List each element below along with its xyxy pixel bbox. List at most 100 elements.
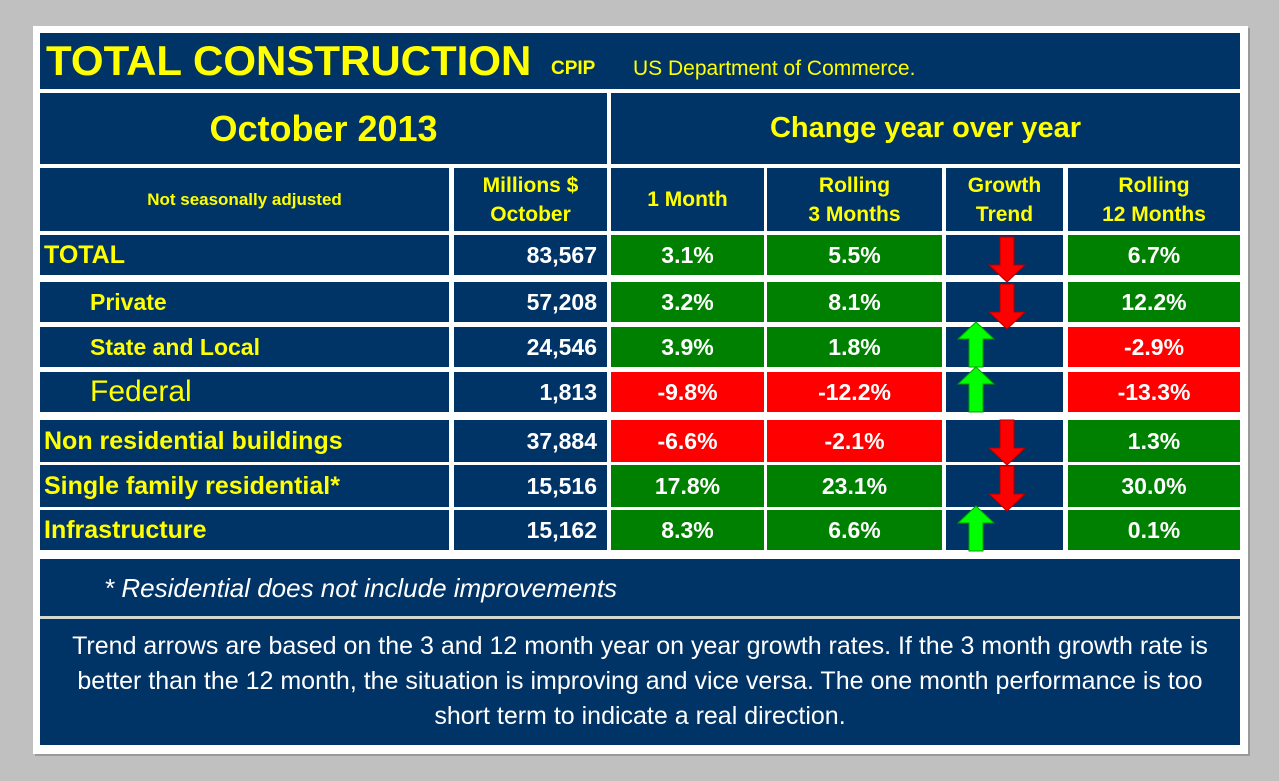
row-millions-value: 15,162 xyxy=(526,516,597,543)
row-label: Non residential buildings xyxy=(40,420,449,462)
explanation-box: Trend arrows are based on the 3 and 12 m… xyxy=(40,619,1240,745)
period-label: October 2013 xyxy=(209,107,438,149)
row-label-text: State and Local xyxy=(90,333,260,360)
row-1-month: -9.8% xyxy=(611,372,764,412)
footnote-text: * Residential does not include improveme… xyxy=(104,573,618,603)
row-label: TOTAL xyxy=(40,235,449,275)
row-millions-value: 37,884 xyxy=(526,427,597,454)
row-rolling-3-value: -12.2% xyxy=(818,378,891,405)
row-rolling-3: -2.1% xyxy=(767,420,942,462)
col-header-rolling-3: Rolling 3 Months xyxy=(767,168,942,231)
row-rolling-3-value: 5.5% xyxy=(828,241,881,268)
row-rolling-12: 0.1% xyxy=(1068,510,1240,550)
row-rolling-12-value: -13.3% xyxy=(1117,378,1191,405)
row-label-text: Infrastructure xyxy=(44,515,207,544)
col-header-rolling-3-line1: Rolling xyxy=(818,173,891,197)
row-rolling-12-value: 1.3% xyxy=(1127,427,1181,454)
trend-down-arrow-icon xyxy=(987,283,1027,330)
col-header-millions-line2: October xyxy=(490,202,571,226)
row-rolling-12: -13.3% xyxy=(1068,372,1240,412)
row-1-month: 3.9% xyxy=(611,327,764,367)
col-header-rolling-12-line2: 12 Months xyxy=(1102,202,1206,226)
row-rolling-12-value: 6.7% xyxy=(1127,241,1181,268)
row-millions: 57,208 xyxy=(454,282,607,322)
report-tag: CPIP xyxy=(551,58,596,79)
report-title: TOTAL CONSTRUCTION xyxy=(46,37,532,84)
row-rolling-3-value: -2.1% xyxy=(824,427,885,454)
col-header-rolling-12: Rolling 12 Months xyxy=(1068,168,1240,231)
row-rolling-12-value: -2.9% xyxy=(1123,333,1185,360)
row-millions-value: 57,208 xyxy=(526,288,597,315)
row-label: Private xyxy=(40,282,449,322)
trend-down-arrow-icon xyxy=(987,236,1027,283)
divider xyxy=(40,616,1240,619)
col-header-rolling-3-line2: 3 Months xyxy=(808,202,901,226)
row-rolling-12-value: 30.0% xyxy=(1121,472,1187,499)
row-1-month: -6.6% xyxy=(611,420,764,462)
row-1-month-value: 3.9% xyxy=(661,333,714,360)
change-header: Change year over year xyxy=(611,93,1240,164)
row-1-month-value: 3.2% xyxy=(661,288,714,315)
row-rolling-12: 30.0% xyxy=(1068,465,1240,507)
row-1-month: 17.8% xyxy=(611,465,764,507)
row-rolling-3: 8.1% xyxy=(767,282,942,322)
row-rolling-12: 6.7% xyxy=(1068,235,1240,275)
footnote-box: * Residential does not include improveme… xyxy=(40,559,1240,616)
row-millions: 24,546 xyxy=(454,327,607,367)
row-rolling-12-value: 0.1% xyxy=(1127,516,1181,543)
explanation-text: Trend arrows are based on the 3 and 12 m… xyxy=(72,632,1208,730)
row-1-month-value: 8.3% xyxy=(661,516,714,543)
col-header-note-label: Not seasonally adjusted xyxy=(147,189,342,209)
col-header-millions: Millions $ October xyxy=(454,168,607,231)
row-rolling-12-value: 12.2% xyxy=(1121,288,1187,315)
row-label-text: TOTAL xyxy=(44,240,126,269)
row-rolling-3: 1.8% xyxy=(767,327,942,367)
row-label: State and Local xyxy=(40,327,449,367)
col-header-1-month-label: 1 Month xyxy=(647,188,728,211)
row-1-month-value: -6.6% xyxy=(657,427,718,454)
row-label: Infrastructure xyxy=(40,510,449,550)
col-header-rolling-12-line1: Rolling xyxy=(1118,173,1190,197)
row-millions: 1,813 xyxy=(454,372,607,412)
title-bar: TOTAL CONSTRUCTION CPIP US Department of… xyxy=(40,33,1240,89)
trend-down-arrow-icon xyxy=(987,465,1027,512)
row-1-month-value: 3.1% xyxy=(661,241,714,268)
row-rolling-12: 12.2% xyxy=(1068,282,1240,322)
trend-up-arrow-icon xyxy=(956,321,996,368)
row-1-month: 8.3% xyxy=(611,510,764,550)
row-millions: 83,567 xyxy=(454,235,607,275)
trend-up-arrow-icon xyxy=(956,366,996,413)
row-label: Federal xyxy=(40,372,449,412)
row-1-month-value: 17.8% xyxy=(654,472,721,499)
col-header-trend-line1: Growth xyxy=(967,173,1042,197)
row-millions-value: 1,813 xyxy=(539,378,597,405)
row-rolling-3: -12.2% xyxy=(767,372,942,412)
row-1-month: 3.1% xyxy=(611,235,764,275)
trend-up-arrow-icon xyxy=(956,505,996,552)
row-label-text: Single family residential* xyxy=(44,471,340,500)
row-label-text: Private xyxy=(90,288,167,315)
period-header: October 2013 xyxy=(40,93,607,164)
row-rolling-3-value: 1.8% xyxy=(828,333,881,360)
row-label: Single family residential* xyxy=(40,465,449,507)
row-label-text: Non residential buildings xyxy=(44,426,343,455)
row-1-month-value: -9.8% xyxy=(657,378,718,405)
col-header-note: Not seasonally adjusted xyxy=(40,168,449,231)
row-rolling-3: 23.1% xyxy=(767,465,942,507)
report-source: US Department of Commerce. xyxy=(633,57,916,80)
row-millions-value: 24,546 xyxy=(526,333,597,360)
row-millions: 37,884 xyxy=(454,420,607,462)
row-rolling-3: 6.6% xyxy=(767,510,942,550)
row-1-month: 3.2% xyxy=(611,282,764,322)
row-rolling-12: -2.9% xyxy=(1068,327,1240,367)
row-label-text: Federal xyxy=(90,375,192,408)
row-rolling-12: 1.3% xyxy=(1068,420,1240,462)
row-millions-value: 83,567 xyxy=(526,241,597,268)
trend-down-arrow-icon xyxy=(987,419,1027,466)
row-rolling-3: 5.5% xyxy=(767,235,942,275)
col-header-trend-line2: Trend xyxy=(975,202,1034,226)
row-millions: 15,516 xyxy=(454,465,607,507)
col-header-1-month: 1 Month xyxy=(611,168,764,231)
col-header-millions-line1: Millions $ xyxy=(482,173,579,197)
row-rolling-3-value: 23.1% xyxy=(821,472,888,499)
